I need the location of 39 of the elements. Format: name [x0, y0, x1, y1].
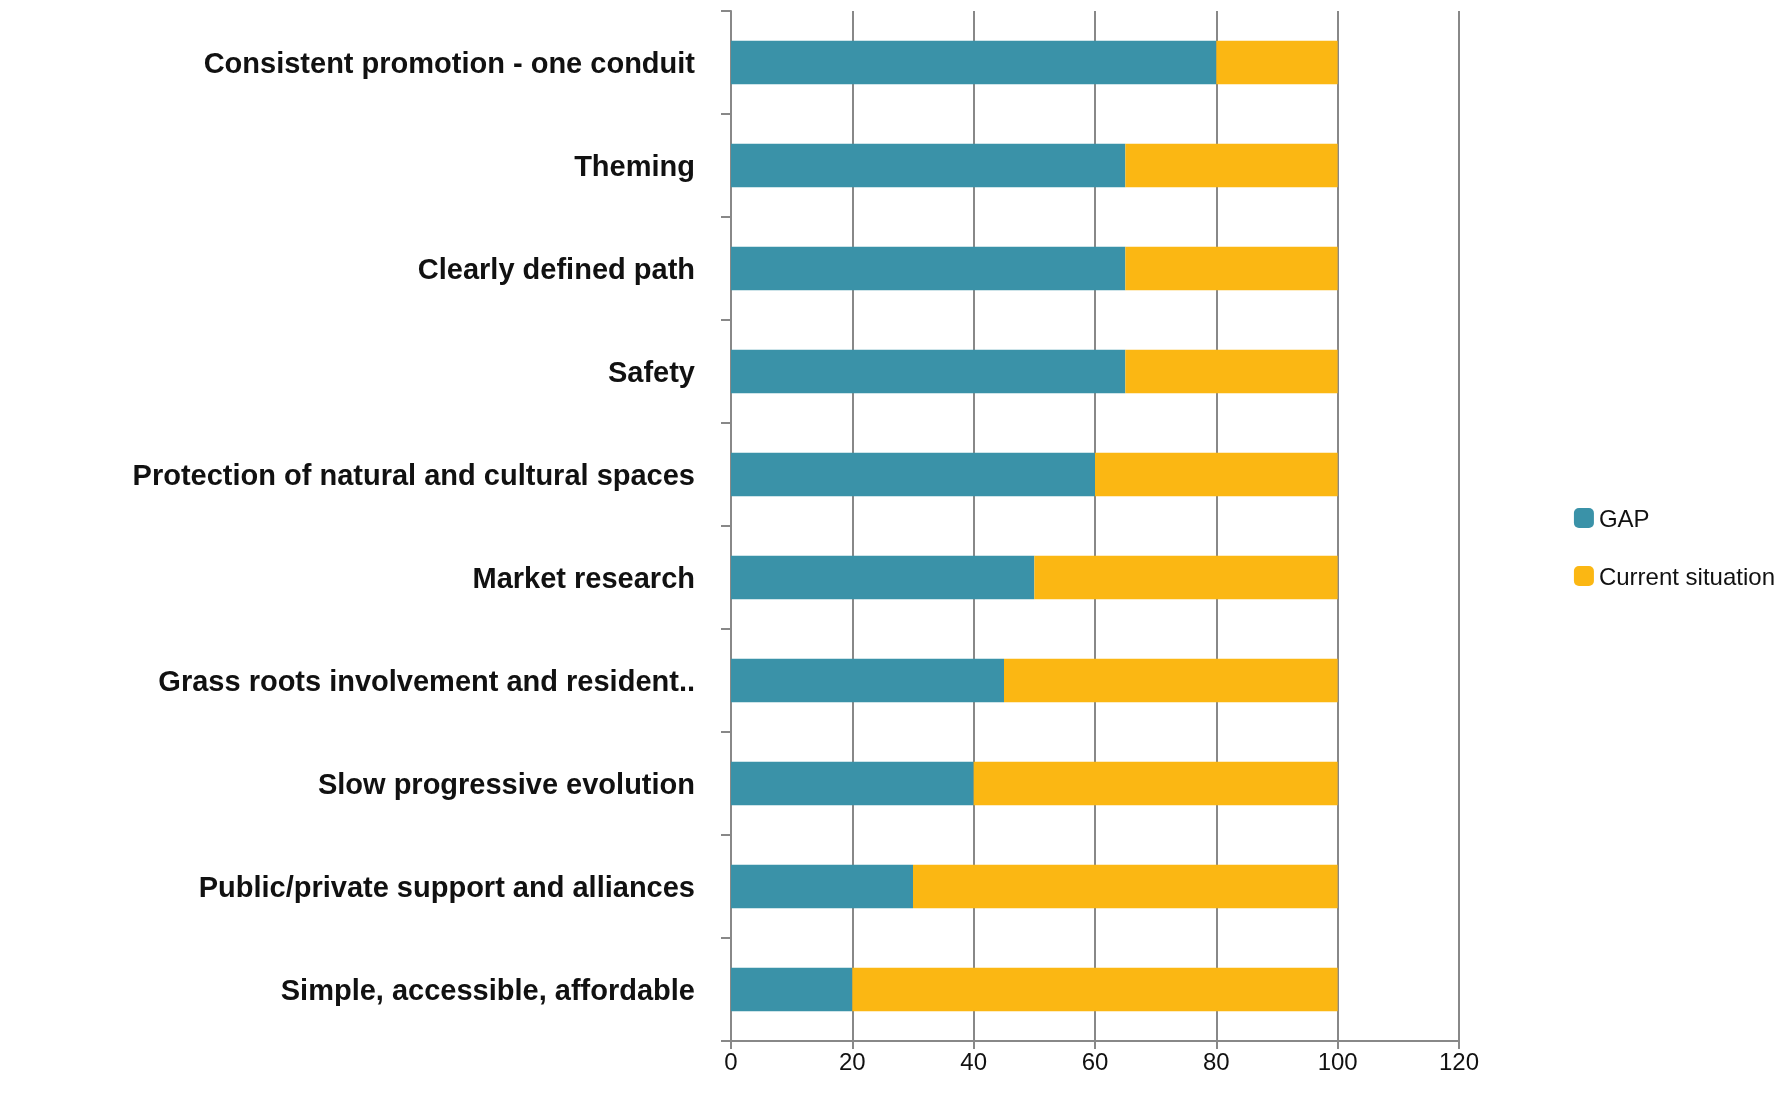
y-tick-label: Theming [574, 149, 695, 182]
bar [1034, 555, 1338, 600]
bar [973, 761, 1338, 806]
y-tick-label: Simple, accessible, affordable [280, 973, 695, 1006]
bar [1125, 349, 1338, 394]
y-tick-label: Market research [472, 561, 695, 594]
bar [1125, 246, 1338, 291]
bar [731, 864, 913, 909]
bar [731, 452, 1095, 497]
bar [731, 246, 1126, 291]
x-tick-label: 40 [960, 1047, 988, 1075]
bar [731, 761, 974, 806]
x-tick-label: 100 [1317, 1047, 1358, 1075]
bar [731, 143, 1126, 188]
y-tick-label: Slow progressive evolution [317, 767, 695, 800]
x-tick-label: 60 [1081, 1047, 1109, 1075]
y-tick-label: Consistent promotion - one conduit [203, 46, 696, 79]
bar [1216, 40, 1338, 85]
bar [1004, 658, 1338, 703]
y-tick-label: Grass roots involvement and resident.. [158, 664, 695, 697]
bar [852, 967, 1338, 1012]
y-tick-label: Safety [607, 355, 695, 388]
x-tick-label: 20 [838, 1047, 866, 1075]
bar [731, 40, 1217, 85]
y-tick-label: Protection of natural and cultural spaces [132, 458, 695, 491]
x-tick-label: 80 [1202, 1047, 1230, 1075]
y-tick-label: Clearly defined path [417, 252, 695, 285]
bar [913, 864, 1338, 909]
bar [731, 349, 1126, 394]
bar [731, 967, 853, 1012]
x-tick-label: 0 [724, 1047, 738, 1075]
bar [1125, 143, 1338, 188]
legend-label: GAP [1598, 504, 1650, 532]
bar [1095, 452, 1338, 497]
x-tick-label: 120 [1438, 1047, 1480, 1075]
y-tick-label: Public/private support and alliances [198, 870, 695, 903]
bar [731, 658, 1004, 703]
legend-label: Current situation [1598, 562, 1776, 590]
bar [731, 555, 1035, 600]
